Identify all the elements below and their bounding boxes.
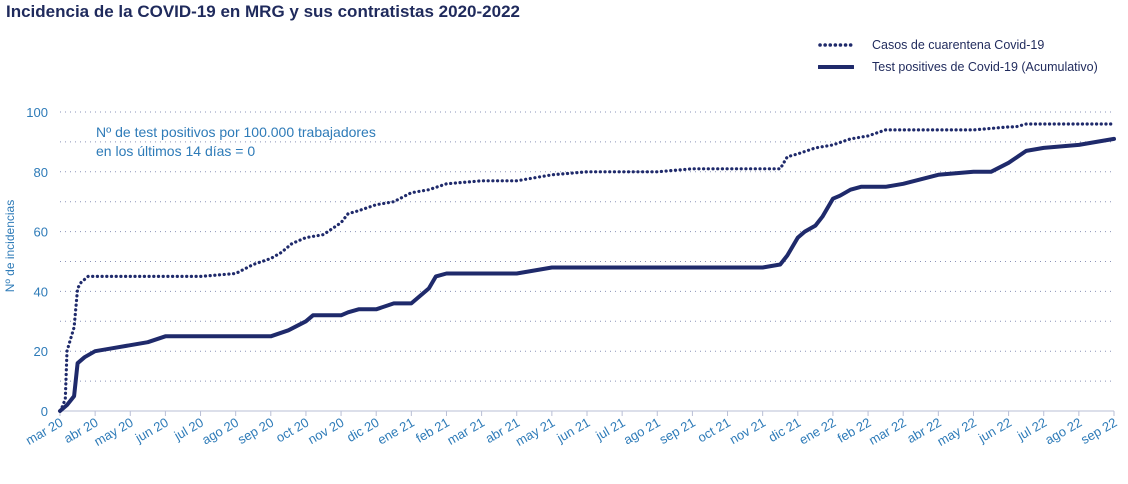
- legend-label-positive-tests: Test positives de Covid-19 (Acumulativo): [872, 60, 1098, 74]
- x-tick-label: sep 20: [235, 415, 276, 448]
- y-tick-label: 40: [34, 284, 48, 299]
- x-tick-label: nov 20: [305, 415, 346, 448]
- x-tick-label: oct 21: [695, 415, 733, 446]
- annotation-line-2: en los últimos 14 días = 0: [96, 143, 256, 159]
- x-tick-label: feb 21: [413, 415, 452, 446]
- x-tick-label: ene 22: [796, 415, 838, 448]
- y-tick-label: 20: [34, 344, 48, 359]
- x-tick-label: sep 21: [657, 415, 698, 448]
- x-tick-label: may 21: [513, 415, 557, 449]
- x-tick-label: may 20: [91, 415, 135, 449]
- legend-item-positive-tests: Test positives de Covid-19 (Acumulativo): [818, 58, 1098, 76]
- x-tick-label: jul 21: [592, 415, 627, 444]
- x-tick-label: jun 22: [975, 415, 1014, 446]
- x-tick-label: ago 22: [1042, 415, 1084, 448]
- x-tick-label: mar 21: [445, 415, 488, 448]
- grid: [60, 111, 1114, 382]
- x-tick-label: dic 21: [766, 415, 804, 445]
- x-tick-label: dic 20: [344, 415, 382, 445]
- annotation-line-1: Nº de test positivos por 100.000 trabaja…: [96, 124, 376, 140]
- series-line-0: [58, 122, 1116, 413]
- x-tick-label: oct 20: [273, 415, 311, 446]
- legend-label-quarantine: Casos de cuarentena Covid-19: [872, 38, 1045, 52]
- chart-annotation: Nº de test positivos por 100.000 trabaja…: [96, 123, 376, 161]
- x-tick-label: jul 22: [1014, 415, 1049, 444]
- y-axis-title: Nº de incidencias: [3, 200, 17, 292]
- x-tick-label: jun 21: [553, 415, 592, 446]
- x-tick-label: feb 22: [835, 415, 874, 446]
- x-tick-label: ene 21: [375, 415, 417, 448]
- x-tick-label: sep 22: [1078, 415, 1119, 448]
- x-tick-label: mar 22: [866, 415, 909, 448]
- x-tick-label: nov 21: [727, 415, 768, 448]
- series-line-1: [58, 136, 1116, 413]
- x-tick-label: jun 20: [132, 415, 171, 446]
- chart-title: Incidencia de la COVID-19 en MRG y sus c…: [6, 2, 520, 21]
- x-tick-label: mar 20: [23, 415, 66, 448]
- y-tick-label: 0: [41, 404, 48, 419]
- x-tick-label: may 22: [935, 415, 979, 449]
- legend-solid-line-icon: [818, 65, 854, 69]
- series: [58, 122, 1116, 413]
- legend-dotted-line-icon: [818, 43, 854, 47]
- x-tick-label: ago 20: [199, 415, 241, 448]
- legend-item-quarantine: Casos de cuarentena Covid-19: [818, 36, 1044, 54]
- x-tick-label: jul 20: [171, 415, 206, 444]
- y-tick-label: 100: [26, 105, 48, 120]
- x-tick-label: ago 21: [621, 415, 663, 448]
- y-tick-label: 60: [34, 225, 48, 240]
- y-tick-label: 80: [34, 165, 48, 180]
